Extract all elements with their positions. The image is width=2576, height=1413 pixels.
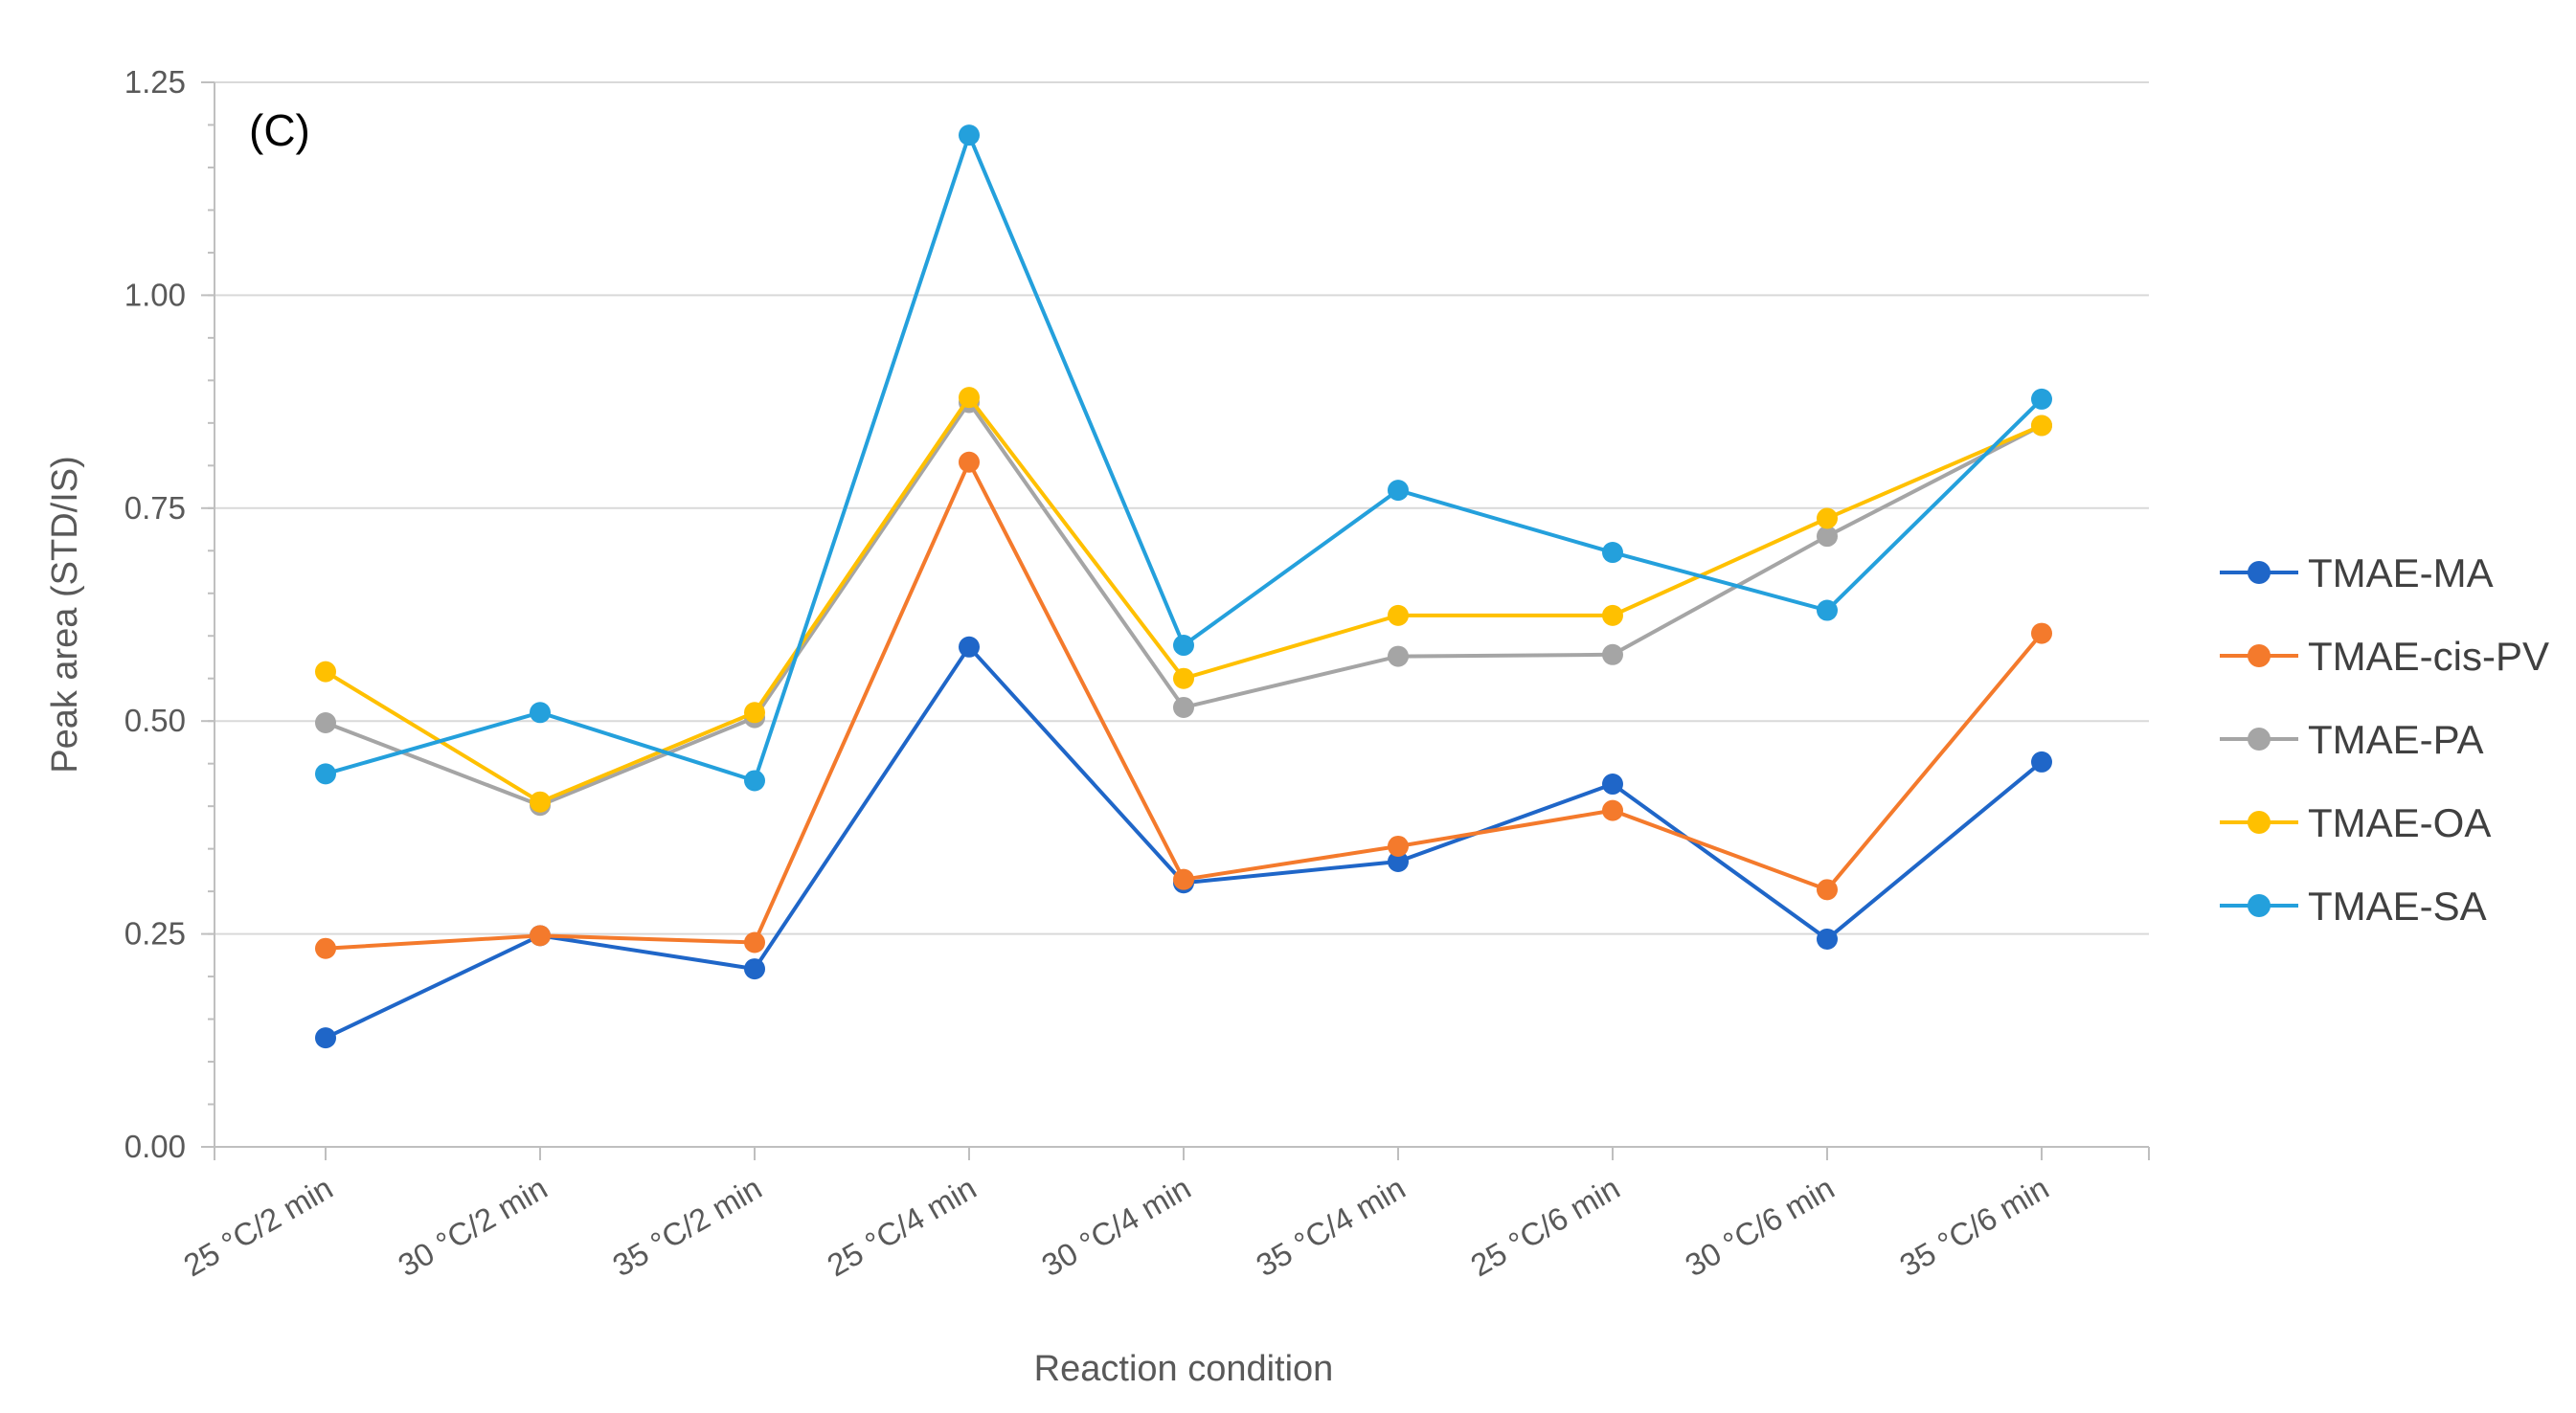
data-point [959,124,980,146]
series-tmae-cis-pv [315,451,2052,959]
data-point [744,958,765,980]
data-point [1388,850,1409,872]
data-point [1602,542,1623,564]
data-point [315,711,336,733]
legend-label: TMAE-OA [2308,800,2491,845]
legend-label: TMAE-SA [2308,884,2487,929]
data-point [1602,604,1623,626]
data-point [1817,928,1838,950]
x-tick-label: 30 °C/2 min [392,1170,553,1283]
x-axis-label: Reaction condition [1034,1349,1334,1389]
data-point [1602,774,1623,796]
x-tick-label: 35 °C/2 min [606,1170,767,1283]
data-point [744,931,765,953]
data-point [959,387,980,409]
x-tick-labels: 25 °C/2 min 30 °C/2 min 35 °C/2 min 25 °C/4… [177,1170,2054,1283]
y-tick-label: 0.25 [124,916,186,952]
y-tick-label: 1.00 [124,277,186,312]
data-point [315,937,336,959]
data-point [1817,879,1838,901]
data-point [530,925,551,947]
data-point [1173,696,1194,718]
y-tick-label: 0.75 [124,490,186,526]
panel-label: (C) [249,105,310,155]
y-tick-label: 1.25 [124,64,186,100]
data-point [744,702,765,724]
data-point [744,770,765,792]
data-point [2031,622,2052,644]
data-point [530,791,551,813]
legend-item: TMAE-SA [2220,884,2487,929]
data-point [2031,388,2052,410]
series-tmae-pa [315,392,2052,817]
data-point [315,763,336,785]
data-point [2031,415,2052,437]
legend-marker [2248,561,2271,584]
legend-item: TMAE-cis-PV [2220,634,2549,679]
x-tick-label: 25 °C/6 min [1464,1170,1625,1283]
data-point [1817,526,1838,548]
series-tmae-oa [315,387,2052,813]
x-tick-label: 25 °C/4 min [821,1170,982,1283]
x-tick-label: 35 °C/6 min [1893,1170,2054,1283]
legend-marker [2248,728,2271,751]
legend-marker [2248,644,2271,667]
data-point [1173,635,1194,657]
series-line [325,398,2043,808]
x-tick-label: 30 °C/4 min [1035,1170,1196,1283]
data-point [1817,507,1838,529]
data-point [959,451,980,473]
data-point [2031,751,2052,773]
data-point [1388,604,1409,626]
legend: TMAE-MA TMAE-cis-PV TMAE-PA TMAE-OA TMAE-SA [2220,550,2549,929]
data-point [1817,599,1838,621]
data-point [1602,643,1623,665]
data-point [1173,667,1194,689]
legend-marker [2248,894,2271,917]
y-tick-label: 0.00 [124,1129,186,1164]
legend-label: TMAE-MA [2308,550,2494,595]
x-tick-label: 35 °C/4 min [1250,1170,1411,1283]
series-tmae-sa [315,124,2052,792]
data-point [1388,645,1409,667]
data-point [315,661,336,683]
legend-item: TMAE-OA [2220,800,2491,845]
data-point [1388,835,1409,857]
x-tick-label: 30 °C/6 min [1679,1170,1840,1283]
x-tick-label: 25 °C/2 min [177,1170,338,1283]
legend-item: TMAE-MA [2220,550,2494,595]
data-point [959,636,980,658]
legend-marker [2248,811,2271,834]
y-tick-labels: 0.00 0.25 0.50 0.75 1.00 1.25 [124,64,186,1164]
legend-label: TMAE-PA [2308,717,2484,762]
data-point [315,1027,336,1049]
data-point [1602,799,1623,821]
legend-label: TMAE-cis-PV [2308,634,2549,679]
legend-item: TMAE-PA [2220,717,2484,762]
data-point [1388,480,1409,502]
data-point [1173,868,1194,890]
data-point [530,702,551,724]
y-tick-label: 0.50 [124,703,186,738]
series-lines [315,124,2052,1049]
y-axis-label: Peak area (STD/IS) [45,456,85,774]
